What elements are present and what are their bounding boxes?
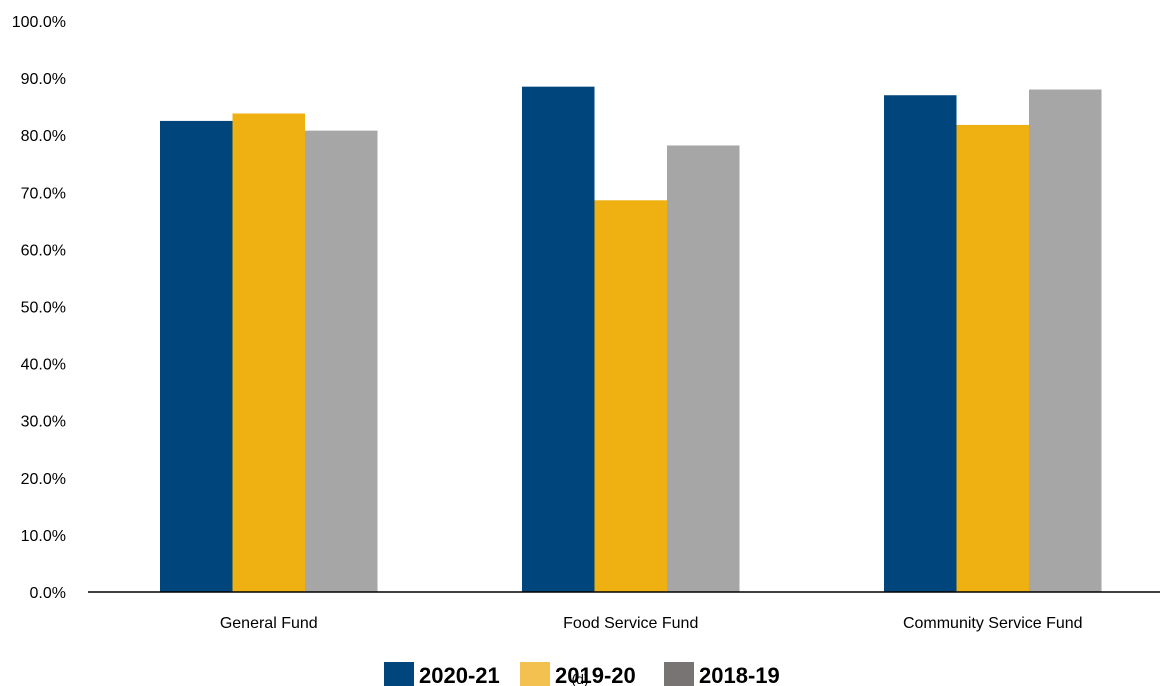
y-tick-label: 90.0%: [21, 71, 66, 88]
legend: 2020-21 2019-20 2018-19: [384, 662, 780, 686]
y-axis: 0.0% 10.0% 20.0% 30.0% 40.0% 50.0% 60.0% 70.0% 8…: [12, 14, 66, 602]
y-tick-label: 80.0%: [21, 128, 66, 145]
bar-2019-20-community-service-fund: [956, 124, 1029, 592]
y-tick-label: 100.0%: [12, 14, 66, 31]
bars: [160, 86, 1102, 593]
legend-swatch-2020-21: [384, 662, 414, 686]
bar-2018-19-food-service-fund: [667, 145, 740, 592]
legend-swatch-2018-19: [664, 662, 694, 686]
bar-2020-21-food-service-fund: [522, 86, 595, 592]
y-tick-label: 10.0%: [21, 528, 66, 545]
y-tick-label: 20.0%: [21, 471, 66, 488]
y-tick-label: 60.0%: [21, 242, 66, 259]
y-tick-label: 30.0%: [21, 414, 66, 431]
bar-2019-20-general-fund: [232, 113, 305, 592]
y-tick-label: 50.0%: [21, 300, 66, 317]
bar-2018-19-community-service-fund: [1029, 89, 1102, 593]
x-axis: General Fund Food Service Fund Community S…: [220, 615, 1083, 632]
y-tick-label: 0.0%: [30, 585, 66, 602]
page-number: (d): [571, 671, 588, 686]
bar-2018-19-general-fund: [305, 130, 378, 592]
y-tick-label: 40.0%: [21, 357, 66, 374]
legend-swatch-2019-20: [520, 662, 550, 686]
x-category-label: General Fund: [220, 615, 318, 632]
x-category-label: Community Service Fund: [903, 615, 1083, 632]
legend-label: 2019-20: [555, 663, 636, 686]
legend-label: 2020-21: [419, 663, 500, 686]
bar-2020-21-general-fund: [160, 120, 233, 593]
bar-2020-21-community-service-fund: [884, 95, 957, 592]
y-tick-label: 70.0%: [21, 185, 66, 202]
legend-label: 2018-19: [699, 663, 780, 686]
x-category-label: Food Service Fund: [563, 615, 698, 632]
bar-2019-20-food-service-fund: [594, 200, 667, 592]
